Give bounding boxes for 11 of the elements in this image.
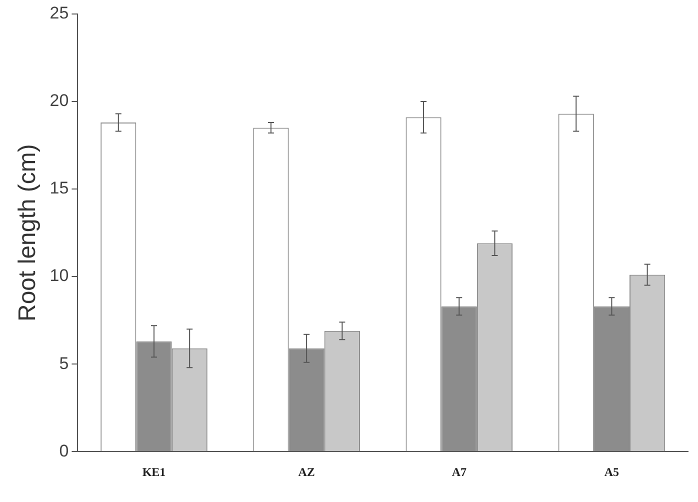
y-tick-label: 15 bbox=[50, 178, 69, 198]
y-tick-label: 10 bbox=[50, 266, 69, 286]
y-tick-label: 20 bbox=[50, 91, 69, 110]
y-tick-label: 5 bbox=[59, 354, 69, 373]
y-tick-label: 0 bbox=[59, 441, 69, 460]
x-tick-label: KE1 bbox=[142, 464, 166, 479]
x-tick-label: AZ bbox=[298, 464, 315, 479]
y-axis-title: Root length (cm) bbox=[14, 144, 42, 322]
x-tick-label: A5 bbox=[604, 464, 620, 479]
x-tick-label: A7 bbox=[452, 464, 466, 479]
y-tick-label: 25 bbox=[50, 4, 69, 23]
